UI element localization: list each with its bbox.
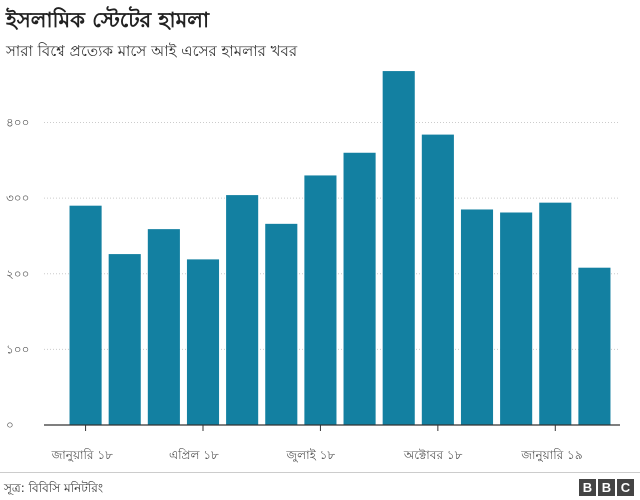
bar	[343, 152, 376, 425]
source-note: সূত্র: বিবিসি মনিটরিং	[4, 481, 103, 495]
bar	[460, 209, 494, 425]
x-tick-label: অক্টোবর ১৮	[403, 448, 463, 462]
chart-subtitle: সারা বিশ্বে প্রত্যেক মাসে আই এসের হামলার…	[6, 42, 298, 60]
bar	[108, 254, 141, 425]
bar	[500, 212, 533, 425]
chart-title: ইসলামিক স্টেটের হামলা	[6, 8, 210, 32]
bar	[186, 259, 220, 425]
y-tick-label: ৩০০	[6, 191, 29, 205]
x-tick-label: জানুয়ারি ১৯	[520, 448, 582, 463]
bar	[578, 267, 611, 425]
bar	[421, 134, 454, 425]
bar	[304, 175, 337, 425]
y-tick-label: ০	[6, 418, 14, 432]
footer-divider	[0, 472, 640, 473]
bar	[382, 71, 415, 425]
x-tick-label: এপ্রিল ১৮	[169, 448, 219, 462]
bar	[539, 202, 572, 425]
bar	[226, 195, 259, 425]
bar	[69, 205, 102, 425]
y-tick-label: ৪০০	[6, 116, 29, 130]
x-tick-label: জানুয়ারি ১৮	[51, 448, 114, 463]
bar-chart: ০ ১০০ ২০০ ৩০০ ৪০০ জানুয়ারি ১৮ এপ্রিল ১৮ জুলাই …	[6, 71, 620, 463]
bar	[265, 223, 298, 425]
x-tick-label: জুলাই ১৮	[285, 448, 335, 463]
bar	[147, 229, 180, 425]
y-tick-label: ২০০	[6, 267, 29, 281]
y-tick-label: ১০০	[6, 342, 29, 356]
